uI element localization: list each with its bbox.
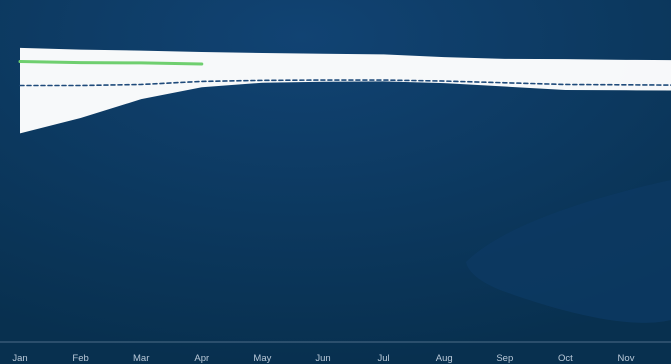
whale-silhouette — [466, 180, 671, 323]
range-band — [20, 47, 671, 134]
x-tick-label-jan: Jan — [12, 353, 27, 364]
x-tick-label-may: May — [253, 353, 271, 364]
x-tick-label-jul: Jul — [378, 353, 390, 364]
x-tick-label-aug: Aug — [436, 353, 453, 364]
x-tick-label-sep: Sep — [496, 353, 513, 364]
x-tick-label-nov: Nov — [618, 353, 635, 364]
x-tick-label-mar: Mar — [133, 353, 149, 364]
x-tick-label-jun: Jun — [315, 353, 330, 364]
current-year-line — [18, 60, 204, 66]
x-tick-label-apr: Apr — [194, 353, 209, 364]
average-line — [19, 79, 671, 87]
x-tick-label-oct: Oct — [558, 353, 573, 364]
x-tick-label-feb: Feb — [72, 353, 88, 364]
